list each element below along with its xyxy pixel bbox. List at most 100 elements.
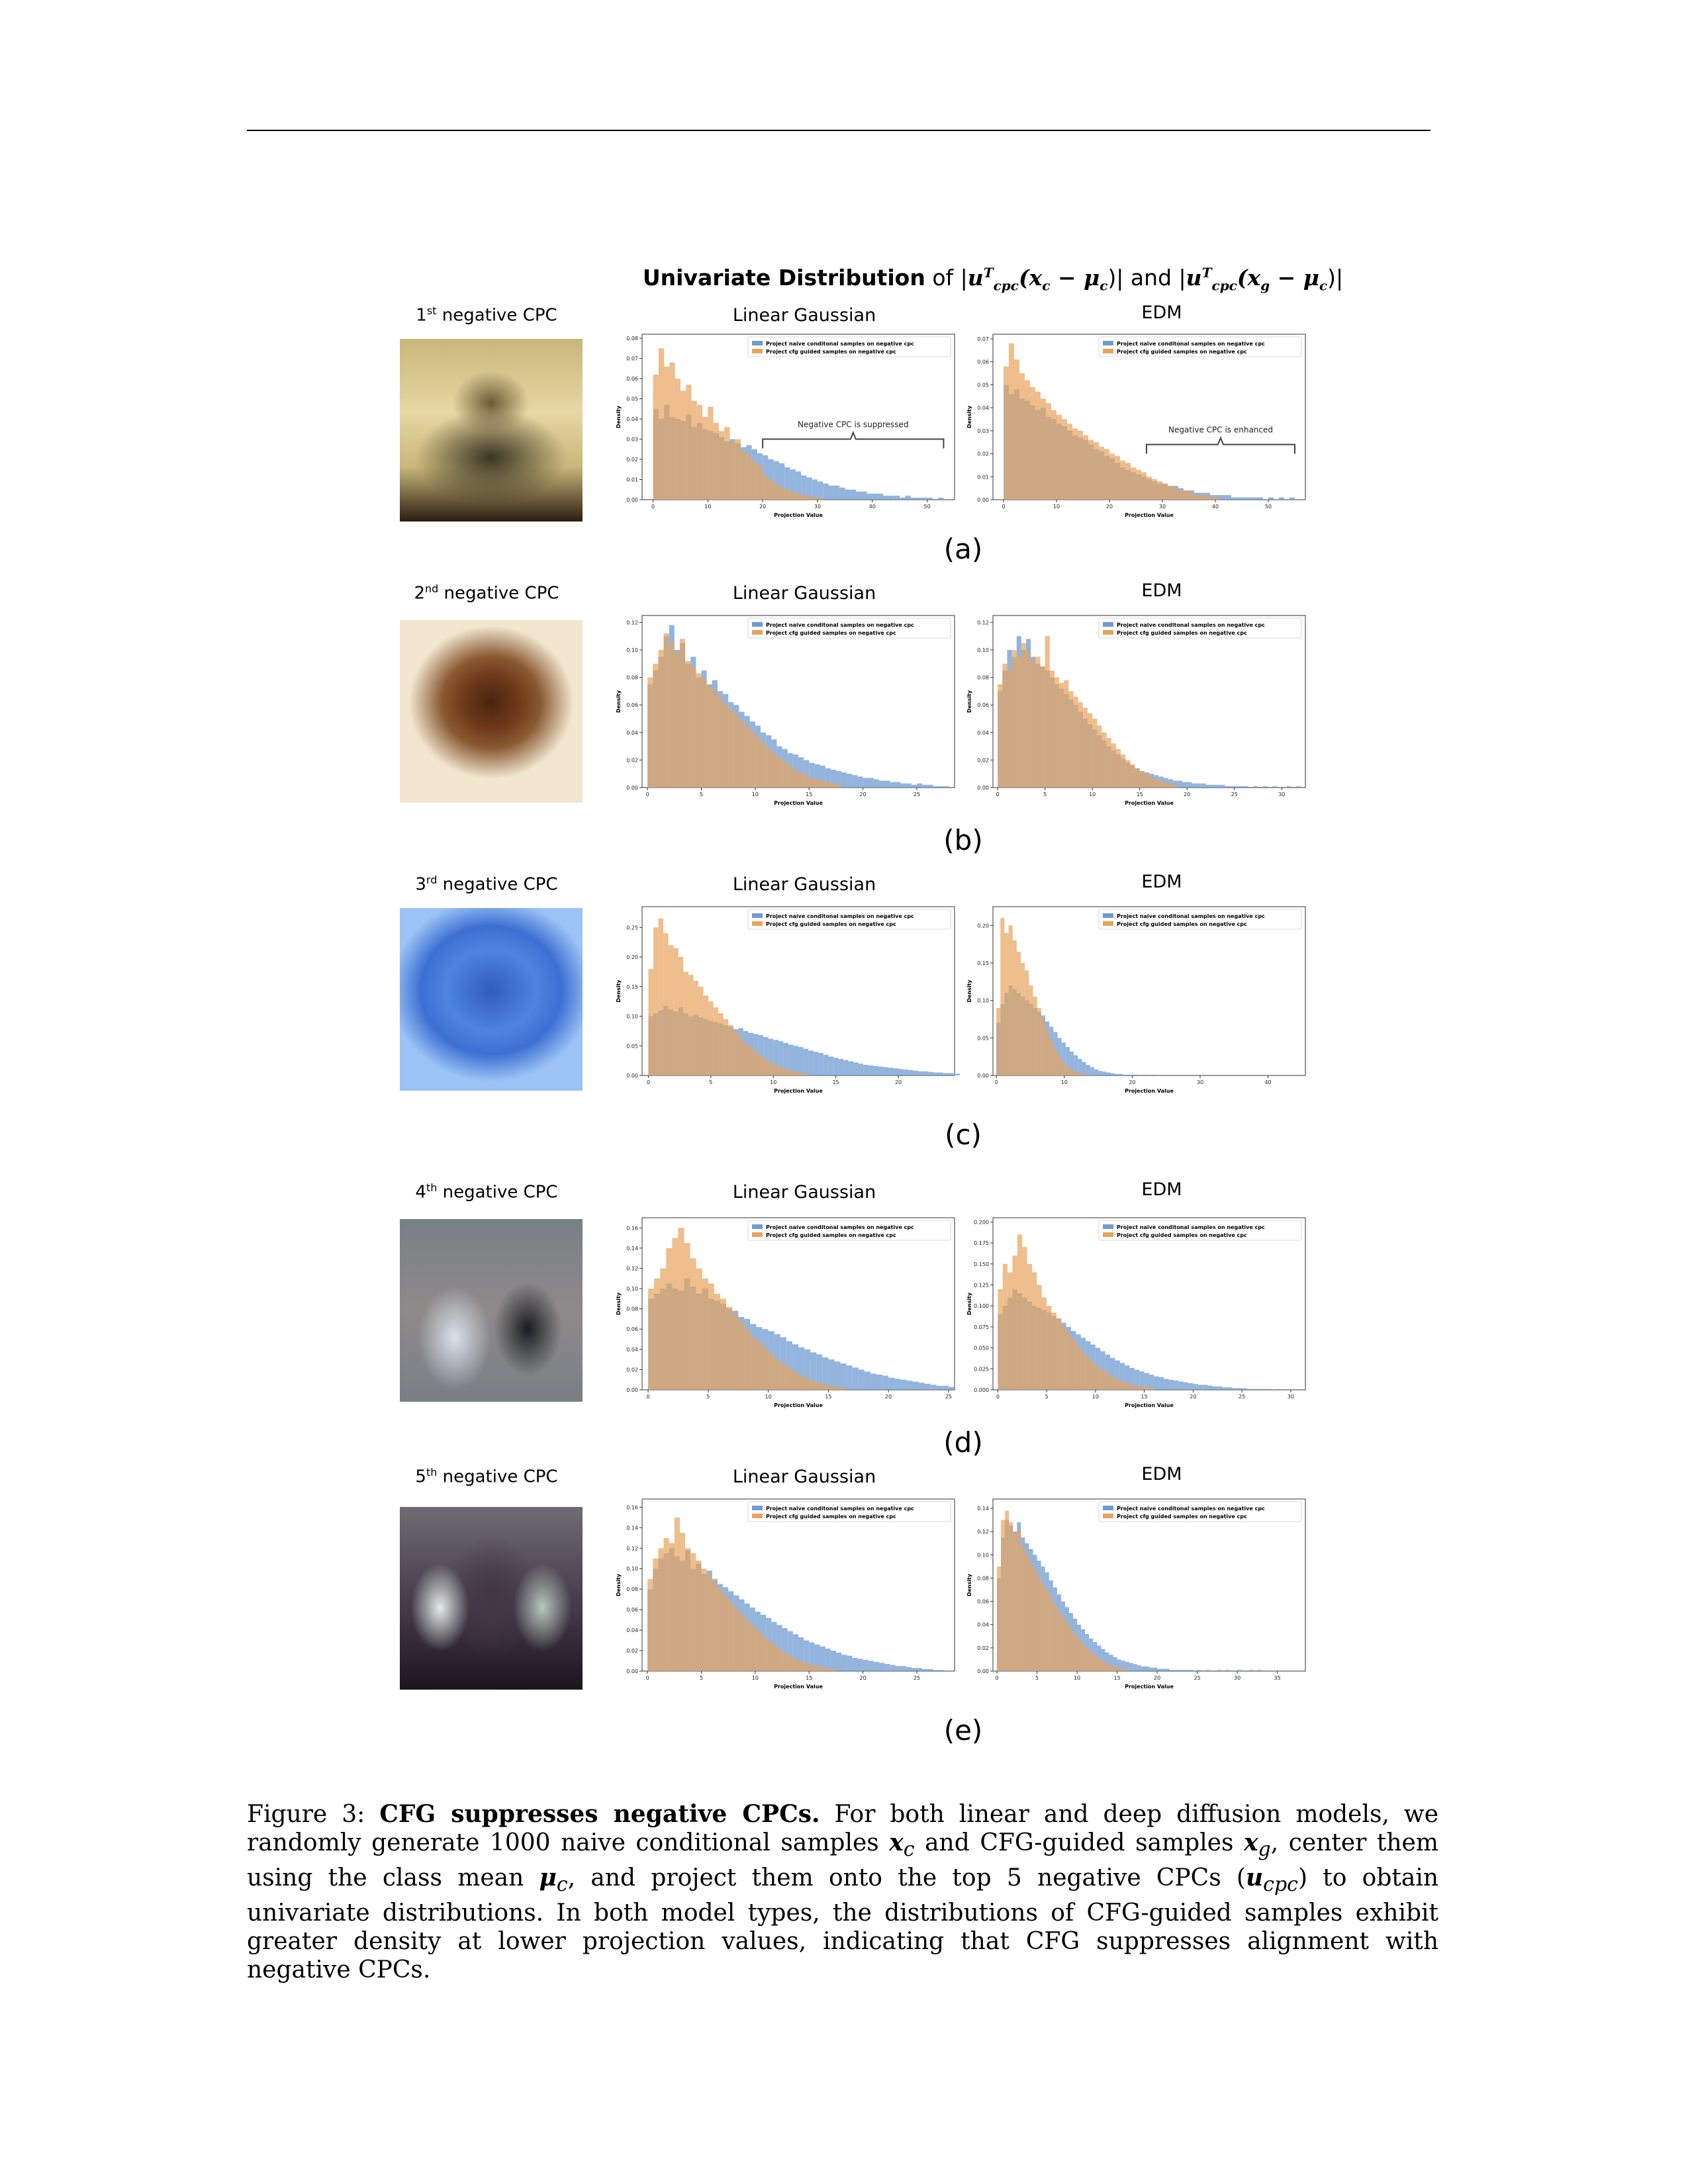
naive-bar — [1098, 1071, 1103, 1075]
panel-title-linear-gaussian: Linear Gaussian — [732, 1182, 876, 1203]
naive-bar — [808, 1050, 814, 1075]
naive-bar — [1225, 786, 1230, 788]
naive-bar — [927, 497, 933, 500]
cfg-bar — [1125, 760, 1131, 788]
y-tick-label: 0.05 — [977, 382, 989, 388]
cfg-bar — [713, 423, 719, 500]
cfg-bar — [1125, 1670, 1129, 1671]
legend-swatch-cfg — [1103, 1514, 1113, 1518]
naive-bar — [833, 485, 840, 500]
naive-bar — [867, 493, 872, 500]
cfg-bar — [1037, 1008, 1041, 1075]
cfg-bar — [1189, 492, 1194, 500]
cfg-bar — [678, 957, 684, 1075]
legend-box — [747, 617, 951, 639]
naive-bar — [809, 762, 815, 788]
naive-bar — [839, 487, 845, 500]
cfg-bar — [1102, 732, 1107, 788]
naive-bar — [1149, 1375, 1154, 1390]
cfg-bar — [1067, 424, 1072, 500]
y-tick-label: 0.14 — [626, 1525, 638, 1531]
cfg-bar — [653, 663, 659, 788]
naive-bar — [888, 495, 894, 500]
cfg-bar — [1045, 1030, 1050, 1075]
cfg-bar — [748, 1047, 754, 1075]
cfg-bar — [690, 666, 696, 788]
cpc-label: 5th negative CPC — [415, 1466, 558, 1487]
naive-bar — [1295, 786, 1301, 788]
naive-bar — [801, 475, 807, 500]
naive-bar — [1164, 1379, 1169, 1390]
x-tick-label: 30 — [1278, 792, 1285, 797]
cfg-bar — [654, 1278, 661, 1390]
naive-bar — [778, 1041, 784, 1075]
cfg-bar — [1100, 1369, 1105, 1390]
cfg-bar — [820, 1666, 825, 1671]
naive-bar — [1279, 497, 1284, 500]
naive-bar — [908, 1069, 914, 1075]
naive-bar — [792, 1344, 798, 1390]
cfg-bar — [653, 1558, 659, 1671]
cfg-bar — [1086, 1356, 1091, 1390]
naive-bar — [1237, 1388, 1243, 1390]
cpc-visualization-image — [400, 620, 583, 803]
naive-bar — [1172, 780, 1178, 788]
cpc-visualization-image — [400, 1507, 583, 1690]
naive-bar — [1110, 1357, 1115, 1390]
cfg-bar — [1073, 1633, 1078, 1671]
naive-bar — [798, 1637, 804, 1671]
cfg-bar — [1110, 1376, 1115, 1390]
cfg-bar — [1152, 478, 1157, 500]
cfg-bar — [686, 385, 692, 500]
naive-bar — [1252, 497, 1258, 500]
cfg-bar — [758, 1055, 764, 1075]
naive-bar — [1121, 1661, 1125, 1671]
naive-bar — [830, 769, 836, 788]
naive-bar — [878, 1066, 884, 1075]
naive-bar — [888, 1068, 894, 1075]
naive-bar — [1237, 497, 1242, 500]
cfg-bar — [1178, 490, 1184, 500]
naive-bar — [928, 1071, 933, 1075]
naive-bar — [817, 481, 823, 500]
naive-bar — [1239, 786, 1244, 788]
y-tick-label: 0.20 — [626, 954, 638, 960]
y-tick-label: 0.15 — [977, 960, 989, 966]
cfg-bar — [834, 1387, 841, 1390]
cfg-bar — [1013, 1533, 1017, 1671]
x-tick-label: 25 — [945, 1394, 952, 1400]
x-tick-label: 20 — [860, 792, 867, 797]
y-tick-label: 0.08 — [626, 1306, 638, 1312]
naive-bar — [1210, 784, 1216, 788]
cfg-bar — [738, 1036, 743, 1075]
cfg-bar — [1008, 1272, 1013, 1390]
legend-label-cfg: Project cfg guided samples on negative c… — [1117, 1514, 1247, 1520]
naive-bar — [882, 1375, 889, 1390]
cfg-bar — [1021, 1545, 1025, 1671]
naive-bar — [933, 786, 939, 788]
x-tick-label: 5 — [1045, 1394, 1049, 1400]
cfg-bar — [1069, 1069, 1074, 1075]
cfg-bar — [669, 643, 675, 788]
cfg-bar — [809, 778, 815, 788]
naive-bar — [782, 1628, 788, 1671]
naive-bar — [803, 1048, 809, 1075]
naive-bar — [898, 1069, 904, 1075]
subfigure-label: (c) — [945, 1118, 982, 1151]
naive-bar — [894, 1379, 901, 1390]
x-tick-label: 0 — [651, 504, 655, 510]
naive-bar — [1261, 1388, 1266, 1390]
naive-bar — [1102, 1071, 1107, 1075]
cfg-bar — [835, 784, 842, 788]
naive-bar — [825, 1648, 831, 1671]
cfg-bar — [732, 1314, 739, 1390]
naive-bar — [773, 1040, 778, 1075]
cfg-bar — [723, 1019, 729, 1075]
naive-bar — [828, 485, 834, 500]
y-tick-label: 0.25 — [626, 925, 638, 931]
y-tick-label: 0.02 — [626, 1367, 638, 1373]
y-tick-label: 0.10 — [977, 1552, 989, 1558]
cfg-bar — [1030, 387, 1035, 500]
cfg-bar — [688, 974, 694, 1075]
